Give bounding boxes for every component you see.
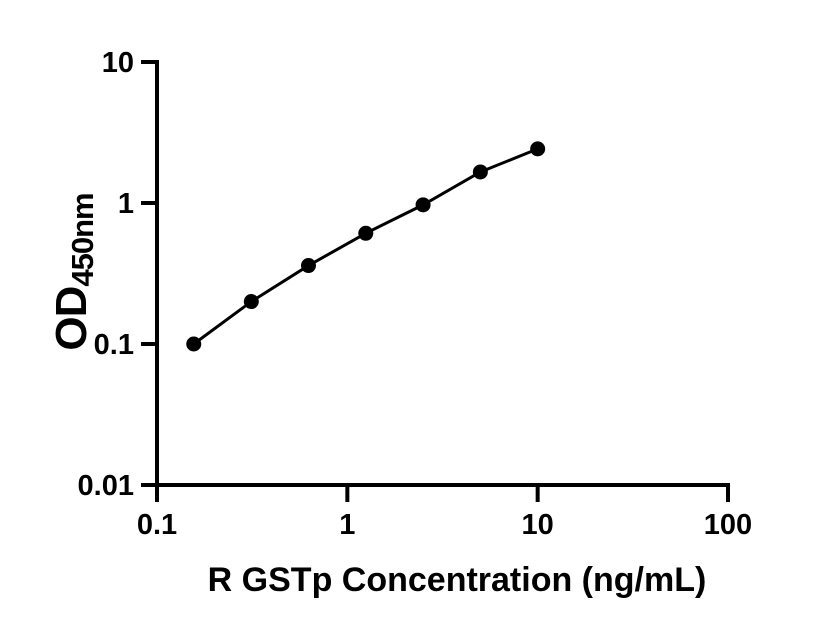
data-point (472, 164, 488, 180)
y-axis-title-subscript: 450nm (65, 193, 100, 287)
y-tick-label: 0.01 (78, 470, 134, 502)
x-tick-label: 0.1 (137, 509, 177, 541)
x-tick-label: 1 (339, 509, 355, 541)
y-axis-title: OD450nm (47, 122, 100, 422)
x-tick-label: 100 (704, 509, 752, 541)
data-point (358, 225, 374, 241)
data-point (186, 336, 202, 352)
y-tick-label: 10 (102, 47, 134, 79)
data-point (415, 197, 431, 213)
data-point (530, 141, 546, 157)
y-tick-label: 0.1 (94, 329, 134, 361)
x-axis-title: R GSTp Concentration (ng/mL) (207, 561, 707, 599)
curve-line (192, 147, 539, 346)
data-point (300, 258, 316, 274)
data-point (243, 294, 259, 310)
y-tick-label: 1 (118, 188, 134, 220)
y-axis-title-main: OD (47, 286, 96, 351)
x-tick-label: 10 (522, 509, 554, 541)
